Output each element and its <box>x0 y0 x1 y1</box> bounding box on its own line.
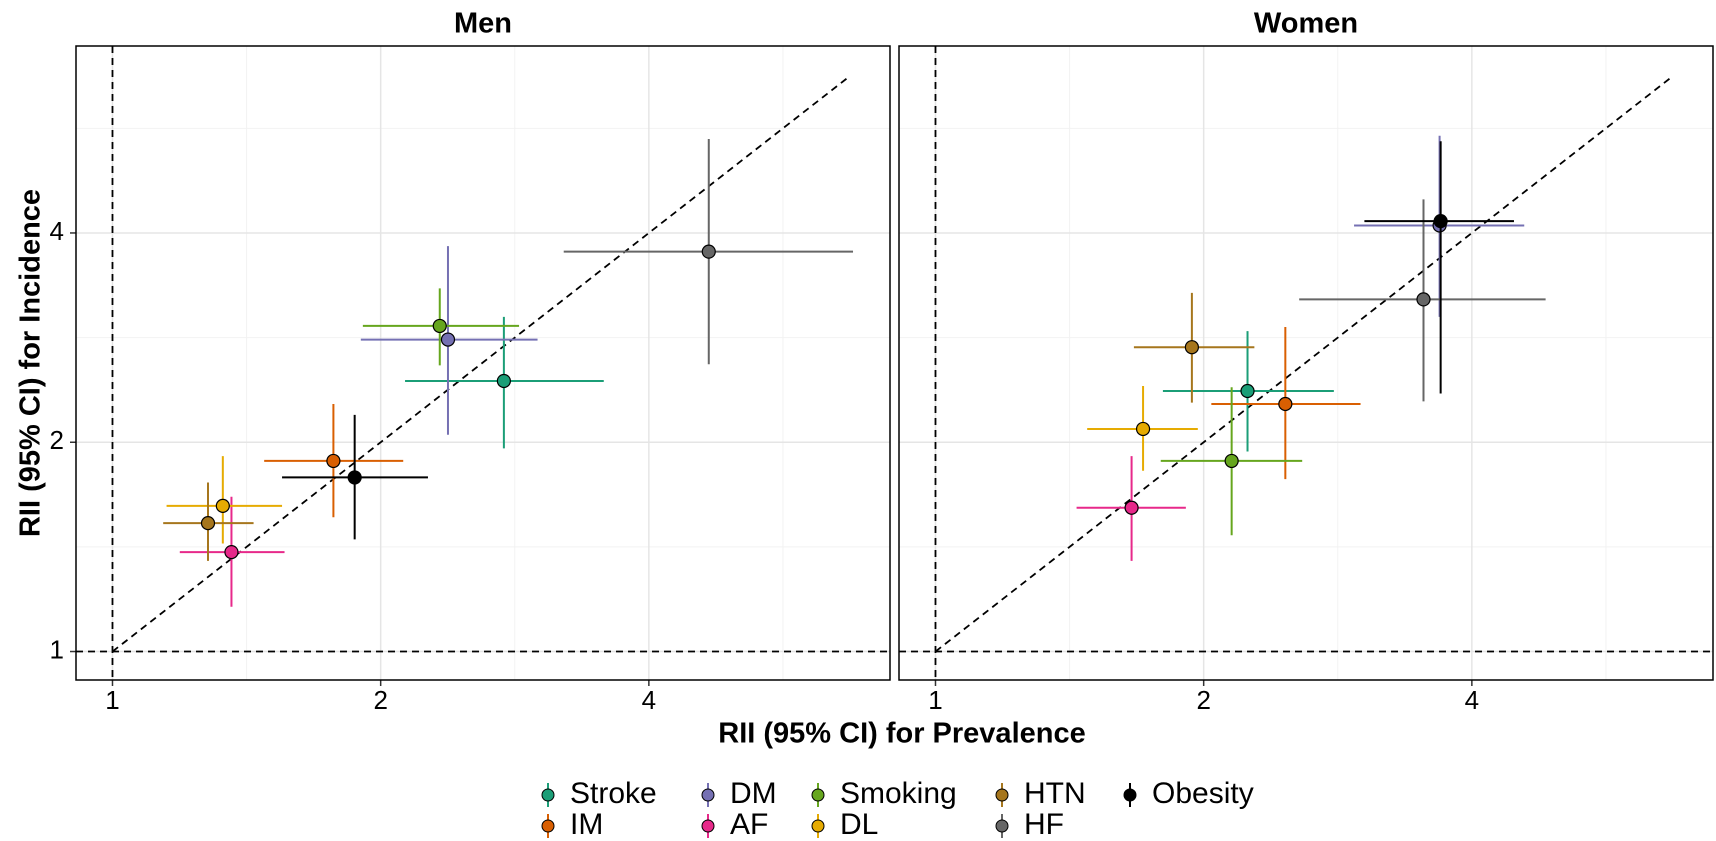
point <box>1433 214 1448 229</box>
panel-border <box>898 45 1714 681</box>
legend-key <box>541 788 555 802</box>
legend-label: AF <box>730 808 768 841</box>
point <box>1135 421 1151 437</box>
x-tick-label: 2 <box>373 685 387 715</box>
legend-key <box>995 788 1009 802</box>
legend-label: Stroke <box>570 777 657 810</box>
x-tick-label: 4 <box>1465 685 1479 715</box>
legend-key <box>541 819 555 833</box>
legend-key <box>995 819 1009 833</box>
x-tick-label: 4 <box>642 685 656 715</box>
legend-label: Smoking <box>840 777 957 810</box>
x-tick-label: 1 <box>105 685 119 715</box>
y-tick-label: 2 <box>50 425 64 455</box>
point <box>1184 340 1199 355</box>
x-tick-label: 2 <box>1196 685 1210 715</box>
point <box>701 244 716 259</box>
point <box>1240 383 1255 399</box>
legend-key <box>701 819 715 833</box>
legend-label: DM <box>730 777 777 810</box>
legend-key <box>701 788 715 802</box>
legend-label: IM <box>570 808 603 841</box>
point <box>496 373 511 389</box>
legend-key <box>811 819 825 833</box>
panel-title: Women <box>1254 8 1358 40</box>
point <box>200 516 216 531</box>
legend-label: DL <box>840 808 878 841</box>
panel-title: Men <box>454 8 512 40</box>
point <box>215 498 230 513</box>
point <box>1224 453 1239 469</box>
panel-border <box>75 45 891 681</box>
legend-key <box>1123 788 1137 802</box>
point <box>432 318 447 334</box>
point <box>326 453 341 469</box>
point <box>1416 292 1431 307</box>
point <box>347 470 362 485</box>
point <box>224 544 239 560</box>
legend-label: HF <box>1024 808 1064 841</box>
legend-label: HTN <box>1024 777 1086 810</box>
y-tick-label: 1 <box>50 634 64 664</box>
x-tick-label: 1 <box>928 685 942 715</box>
y-tick-label: 4 <box>50 216 64 246</box>
x-axis-label: RII (95% CI) for Prevalence <box>718 718 1085 750</box>
point <box>440 332 456 347</box>
legend-label: Obesity <box>1152 777 1254 810</box>
point <box>1124 500 1139 515</box>
y-axis-label: RII (95% CI) for Incidence <box>15 189 47 537</box>
legend-key <box>811 788 825 802</box>
point <box>1278 396 1293 412</box>
